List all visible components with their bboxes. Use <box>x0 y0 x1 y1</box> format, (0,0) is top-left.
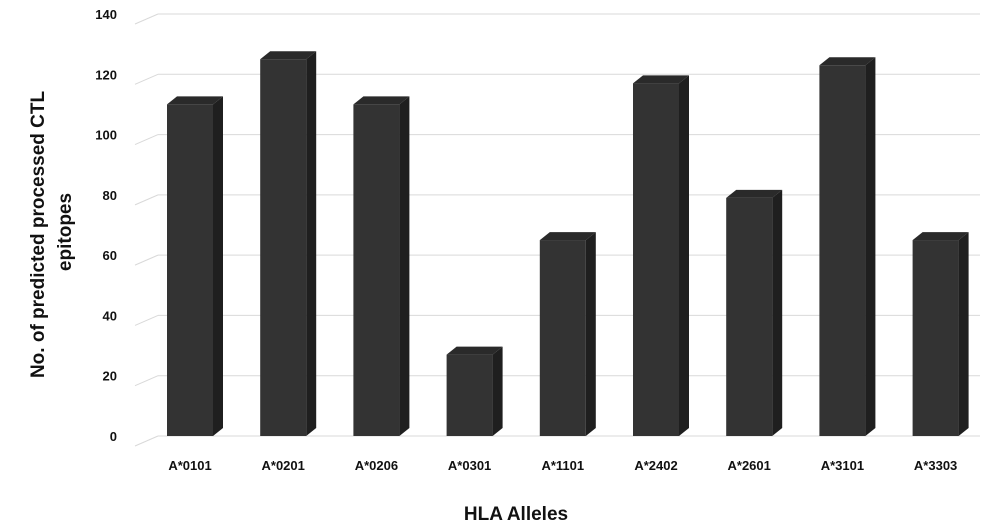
bar <box>167 96 223 436</box>
bar-top <box>446 346 503 355</box>
bar-top <box>912 232 969 241</box>
bar-side <box>306 51 317 436</box>
y-axis-title: No. of predicted processed CTL epitopes <box>28 86 76 378</box>
bar-top <box>353 96 410 105</box>
bars <box>167 51 969 436</box>
bar-side <box>492 346 503 436</box>
bar-top <box>726 189 783 198</box>
bar-front <box>446 354 493 436</box>
x-tick-label: A*3101 <box>821 458 864 473</box>
y-axis-ticks: 0 20 40 60 80 100 120 140 <box>95 7 117 444</box>
gridline-floor <box>134 375 159 387</box>
gridline-floor <box>134 314 159 326</box>
bar-front <box>819 65 866 436</box>
x-tick-label: A*1101 <box>541 458 584 473</box>
y-tick-label: 140 <box>95 7 117 22</box>
bar-top <box>167 96 223 105</box>
x-tick-label: A*3303 <box>914 458 957 473</box>
bar-front <box>633 83 679 436</box>
bar-side <box>958 232 969 436</box>
x-tick-label: A*0201 <box>262 458 305 473</box>
bar-side <box>865 57 876 436</box>
bar <box>539 232 596 436</box>
x-tick-label: A*2402 <box>634 458 677 473</box>
bar <box>633 75 689 436</box>
x-axis-ticks: A*0101 A*0201 A*0206 A*0301 A*1101 A*2402 A*26… <box>168 458 957 473</box>
bar-top <box>539 232 596 241</box>
bar-side <box>585 232 596 436</box>
y-tick-label: 40 <box>103 308 117 323</box>
x-axis-title: HLA Alleles <box>464 504 568 525</box>
bar <box>819 57 876 436</box>
y-tick-label: 80 <box>103 188 117 203</box>
x-tick-label: A*0206 <box>355 458 398 473</box>
y-tick-label: 120 <box>95 67 117 82</box>
x-tick-label: A*2601 <box>728 458 771 473</box>
bar-side <box>399 96 410 436</box>
x-tick-label: A*0101 <box>168 458 211 473</box>
gridline-floor <box>134 13 159 25</box>
bar-front <box>167 104 213 436</box>
bar <box>353 96 410 436</box>
bar-front <box>912 240 959 436</box>
bar-side <box>772 189 783 436</box>
y-axis-title-line-2: epitopes <box>55 193 76 271</box>
gridline-floor <box>134 435 159 447</box>
y-tick-label: 60 <box>103 248 117 263</box>
y-tick-label: 100 <box>95 128 117 143</box>
bar <box>260 51 317 436</box>
gridline-floor <box>134 194 159 206</box>
bar-top <box>819 57 876 66</box>
bar-top <box>260 51 317 60</box>
bar-front <box>260 59 307 436</box>
y-tick-label: 20 <box>103 369 117 384</box>
bar <box>912 232 969 436</box>
bar-front <box>726 197 773 436</box>
bar-side <box>679 75 689 436</box>
gridline-floor <box>134 73 159 85</box>
y-axis-title-line-1: No. of predicted processed CTL <box>28 91 49 379</box>
bar-top <box>633 75 689 84</box>
x-tick-label: A*0301 <box>448 458 491 473</box>
y-tick-label: 0 <box>110 429 117 444</box>
bar-front <box>353 104 400 436</box>
bar-front <box>539 240 586 436</box>
gridline-floor <box>134 134 159 146</box>
bar-side <box>213 96 223 436</box>
bar <box>726 189 783 436</box>
bar <box>446 346 503 436</box>
gridline-floor <box>134 254 159 266</box>
